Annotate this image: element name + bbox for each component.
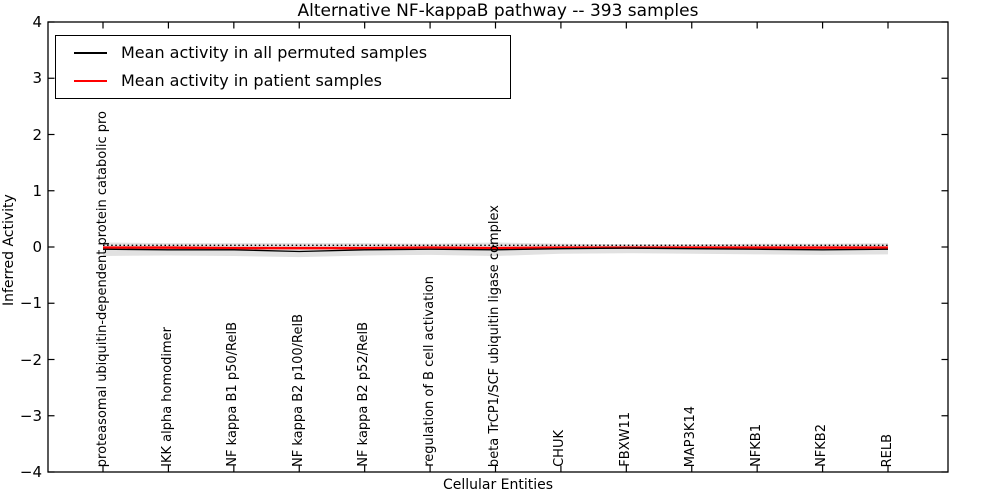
x-tick-label: NF kappa B2 p52/RelB <box>356 322 372 467</box>
x-tick-label: MAP3K14 <box>683 405 699 467</box>
series-line-1 <box>103 246 888 250</box>
x-tick-label: RELB <box>879 433 895 467</box>
y-tick-label: 4 <box>32 13 42 31</box>
y-tick-label: 0 <box>32 238 42 256</box>
y-tick-label: 1 <box>32 181 42 200</box>
chart-title: Alternative NF-kappaB pathway -- 393 sam… <box>297 1 699 21</box>
y-tick-label: 2 <box>32 125 42 144</box>
x-tick-label: NFKB1 <box>748 424 764 467</box>
legend-label: Mean activity in patient samples <box>121 71 382 90</box>
x-tick-label: NFKB2 <box>814 424 830 467</box>
y-tick-label: 3 <box>32 69 42 88</box>
x-tick-label: NF kappa B2 p100/RelB <box>290 314 306 467</box>
legend-entry-permuted: Mean activity in all permuted samples <box>66 42 500 64</box>
legend-label: Mean activity in all permuted samples <box>121 43 428 62</box>
y-tick-label: −4 <box>19 463 42 481</box>
legend-line-black-icon <box>74 52 107 54</box>
x-tick-label: beta TrCP1/SCF ubiquitin ligase complex <box>487 204 502 467</box>
x-axis-label: Cellular Entities <box>442 477 554 493</box>
series-line-0 <box>102 247 889 253</box>
x-tick-label: IKK alpha homodimer <box>159 327 175 467</box>
y-tick-label: −3 <box>19 406 42 425</box>
x-tick-label: regulation of B cell activation <box>421 276 437 467</box>
legend: Mean activity in all permuted samples Me… <box>55 35 511 99</box>
y-tick-label: −2 <box>19 350 42 369</box>
legend-entry-patient: Mean activity in patient samples <box>66 70 500 92</box>
x-tick-label: CHUK <box>552 430 568 467</box>
y-tick-label: −1 <box>19 294 42 313</box>
x-tick-label: NF kappa B1 p50/RelB <box>225 322 241 467</box>
legend-line-red-icon <box>74 80 107 82</box>
x-tick-label: FBXW11 <box>617 412 633 467</box>
x-tick-label: proteasomal ubiquitin-dependent protein … <box>94 110 110 467</box>
